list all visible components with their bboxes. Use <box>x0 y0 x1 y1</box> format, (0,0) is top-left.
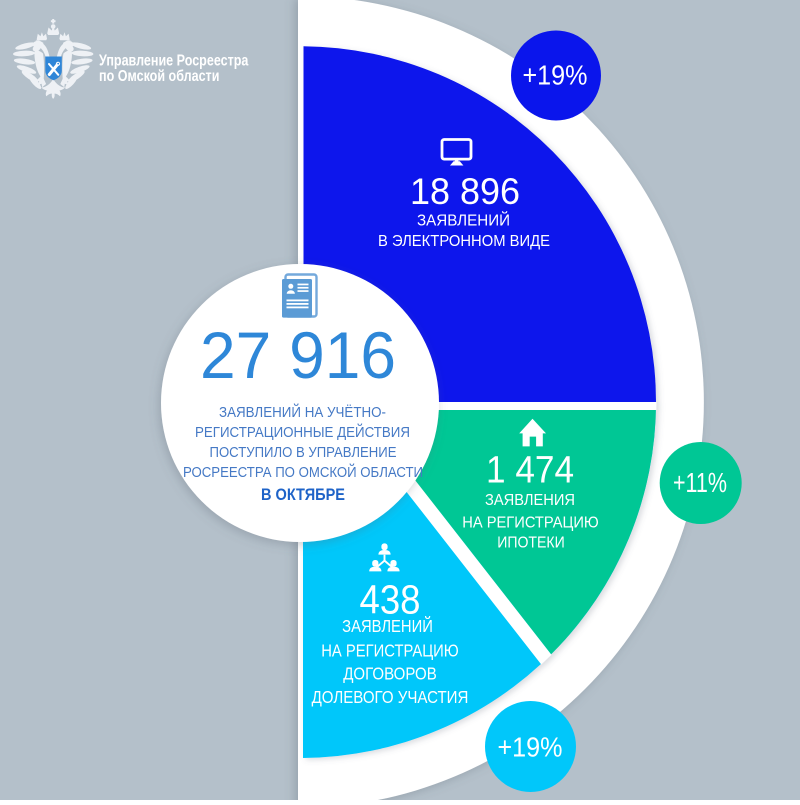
svg-text:+11%: +11% <box>673 467 727 498</box>
svg-text:РЕГИСТРАЦИОННЫЕ ДЕЙСТВИЯ: РЕГИСТРАЦИОННЫЕ ДЕЙСТВИЯ <box>195 423 410 441</box>
svg-text:РОСРЕЕСТРА ПО ОМСКОЙ ОБЛАСТИ: РОСРЕЕСТРА ПО ОМСКОЙ ОБЛАСТИ <box>183 463 423 481</box>
svg-text:1 474: 1 474 <box>486 450 574 492</box>
svg-text:ДОЛЕВОГО УЧАСТИЯ: ДОЛЕВОГО УЧАСТИЯ <box>312 687 469 707</box>
svg-text:ЗАЯВЛЕНИЙ: ЗАЯВЛЕНИЙ <box>342 615 433 636</box>
svg-text:+19%: +19% <box>498 732 563 763</box>
svg-text:ПОСТУПИЛО В УПРАВЛЕНИЕ: ПОСТУПИЛО В УПРАВЛЕНИЕ <box>210 444 397 461</box>
svg-text:Управление Росреестра: Управление Росреестра <box>99 53 249 70</box>
svg-text:18 896: 18 896 <box>410 170 520 212</box>
svg-text:по Омской области: по Омской области <box>99 68 219 85</box>
svg-text:НА РЕГИСТРАЦИЮ: НА РЕГИСТРАЦИЮ <box>462 515 599 532</box>
svg-text:27 916: 27 916 <box>200 318 396 392</box>
svg-text:В ЭЛЕКТРОННОМ ВИДЕ: В ЭЛЕКТРОННОМ ВИДЕ <box>378 233 550 250</box>
svg-text:438: 438 <box>360 577 421 623</box>
svg-text:ЗАЯВЛЕНИЯ: ЗАЯВЛЕНИЯ <box>485 492 575 509</box>
svg-text:НА РЕГИСТРАЦИЮ: НА РЕГИСТРАЦИЮ <box>321 640 459 660</box>
svg-text:В ОКТЯБРЕ: В ОКТЯБРЕ <box>261 486 345 504</box>
svg-text:ЗАЯВЛЕНИЙ: ЗАЯВЛЕНИЙ <box>417 212 510 230</box>
svg-text:ИПОТЕКИ: ИПОТЕКИ <box>497 535 565 552</box>
svg-text:+19%: +19% <box>523 60 588 91</box>
svg-text:ЗАЯВЛЕНИЙ НА УЧЁТНО-: ЗАЯВЛЕНИЙ НА УЧЁТНО- <box>219 403 386 421</box>
svg-text:ДОГОВОРОВ: ДОГОВОРОВ <box>343 664 437 684</box>
